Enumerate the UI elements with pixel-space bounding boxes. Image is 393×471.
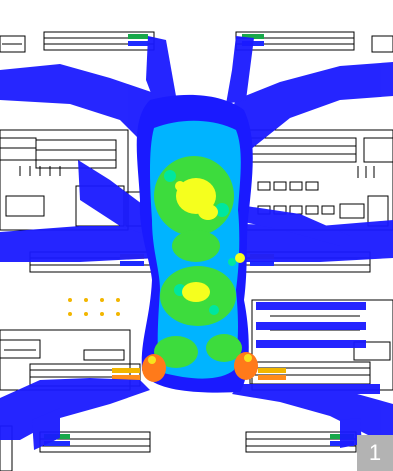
figure-number-badge: 1 <box>357 435 393 471</box>
seating-dots <box>68 298 120 316</box>
density-heatmap <box>0 36 393 450</box>
